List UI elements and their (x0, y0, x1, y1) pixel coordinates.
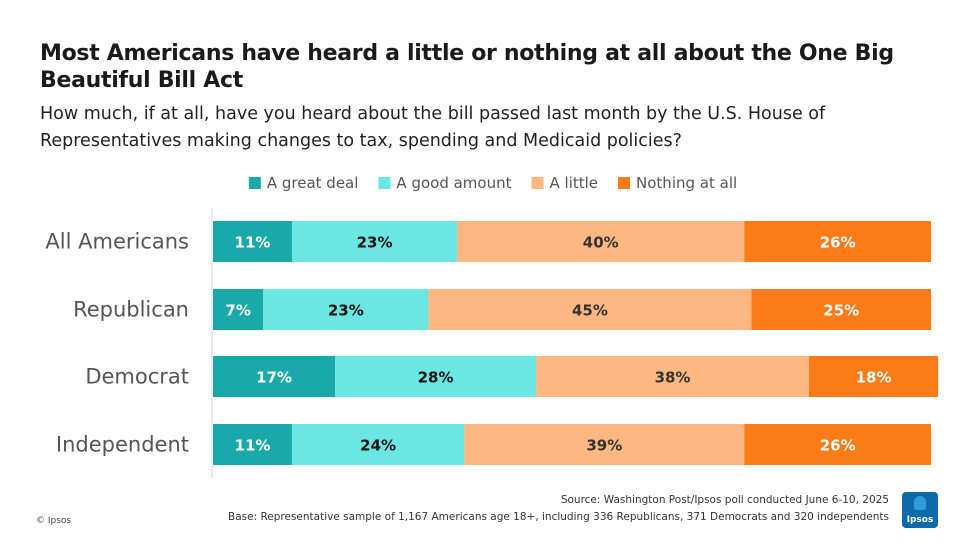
data-label-all-americans-a-little: 40% (583, 234, 619, 252)
bar-republican-a-little (428, 289, 752, 330)
bar-independent-a-great-deal (213, 424, 292, 465)
data-label-republican-a-great-deal: 7% (225, 302, 250, 320)
logo-mark-icon (914, 496, 926, 510)
legend-label-a-little: A little (550, 174, 599, 192)
legend-swatch-a-little (531, 177, 544, 189)
bar-all-americans-a-good-amount (291, 221, 458, 262)
chart-subtitle: How much, if at all, have you heard abou… (40, 104, 826, 151)
bar-republican-nothing-at-all (751, 289, 931, 330)
bar-independent-a-little (464, 424, 745, 465)
bar-democrat-a-great-deal (213, 356, 336, 397)
data-label-democrat-a-little: 38% (655, 369, 691, 387)
ipsos-logo: Ipsos (902, 492, 938, 528)
copyright-text: © Ipsos (36, 516, 72, 526)
source-notes: Source: Washington Post/Ipsos poll condu… (228, 492, 889, 526)
legend-swatch-nothing-at-all (618, 177, 631, 189)
category-label-republican: Republican (73, 298, 189, 322)
data-label-democrat-a-great-deal: 17% (256, 369, 292, 387)
legend-swatch-a-great-deal (248, 177, 261, 189)
data-label-republican-nothing-at-all: 25% (823, 302, 859, 320)
category-label-democrat: Democrat (85, 365, 189, 389)
bar-republican-a-great-deal (213, 289, 264, 330)
data-label-republican-a-good-amount: 23% (328, 302, 364, 320)
category-label-independent: Independent (56, 433, 189, 457)
chart-title: Most Americans have heard a little or no… (40, 41, 894, 93)
bar-all-americans-a-little (457, 221, 745, 262)
data-label-republican-a-little: 45% (572, 302, 608, 320)
base-text: Base: Representative sample of 1,167 Ame… (228, 511, 889, 523)
legend-label-a-good-amount: A good amount (396, 174, 511, 192)
bar-all-americans-nothing-at-all (744, 221, 931, 262)
data-label-all-americans-a-good-amount: 23% (357, 234, 393, 252)
bar-democrat-a-little (536, 356, 809, 397)
category-label-all-americans: All Americans (45, 230, 189, 254)
bar-independent-a-good-amount (291, 424, 465, 465)
legend-label-a-great-deal: A great deal (267, 174, 359, 192)
data-label-independent-a-great-deal: 11% (235, 437, 271, 455)
data-label-all-americans-a-great-deal: 11% (235, 234, 271, 252)
source-text: Source: Washington Post/Ipsos poll condu… (560, 494, 889, 506)
legend-label-nothing-at-all: Nothing at all (636, 174, 737, 192)
data-label-independent-a-little: 39% (586, 437, 622, 455)
bar-independent-nothing-at-all (744, 424, 931, 465)
data-label-democrat-a-good-amount: 28% (418, 369, 454, 387)
data-label-all-americans-nothing-at-all: 26% (820, 234, 856, 252)
data-label-democrat-nothing-at-all: 18% (856, 369, 892, 387)
logo-text: Ipsos (906, 515, 934, 525)
bar-republican-a-good-amount (263, 289, 429, 330)
data-label-independent-nothing-at-all: 26% (820, 437, 856, 455)
data-label-independent-a-good-amount: 24% (360, 437, 396, 455)
legend-swatch-a-good-amount (378, 177, 391, 189)
bar-democrat-nothing-at-all (808, 356, 939, 397)
bar-all-americans-a-great-deal (213, 221, 292, 262)
bar-democrat-a-good-amount (335, 356, 537, 397)
